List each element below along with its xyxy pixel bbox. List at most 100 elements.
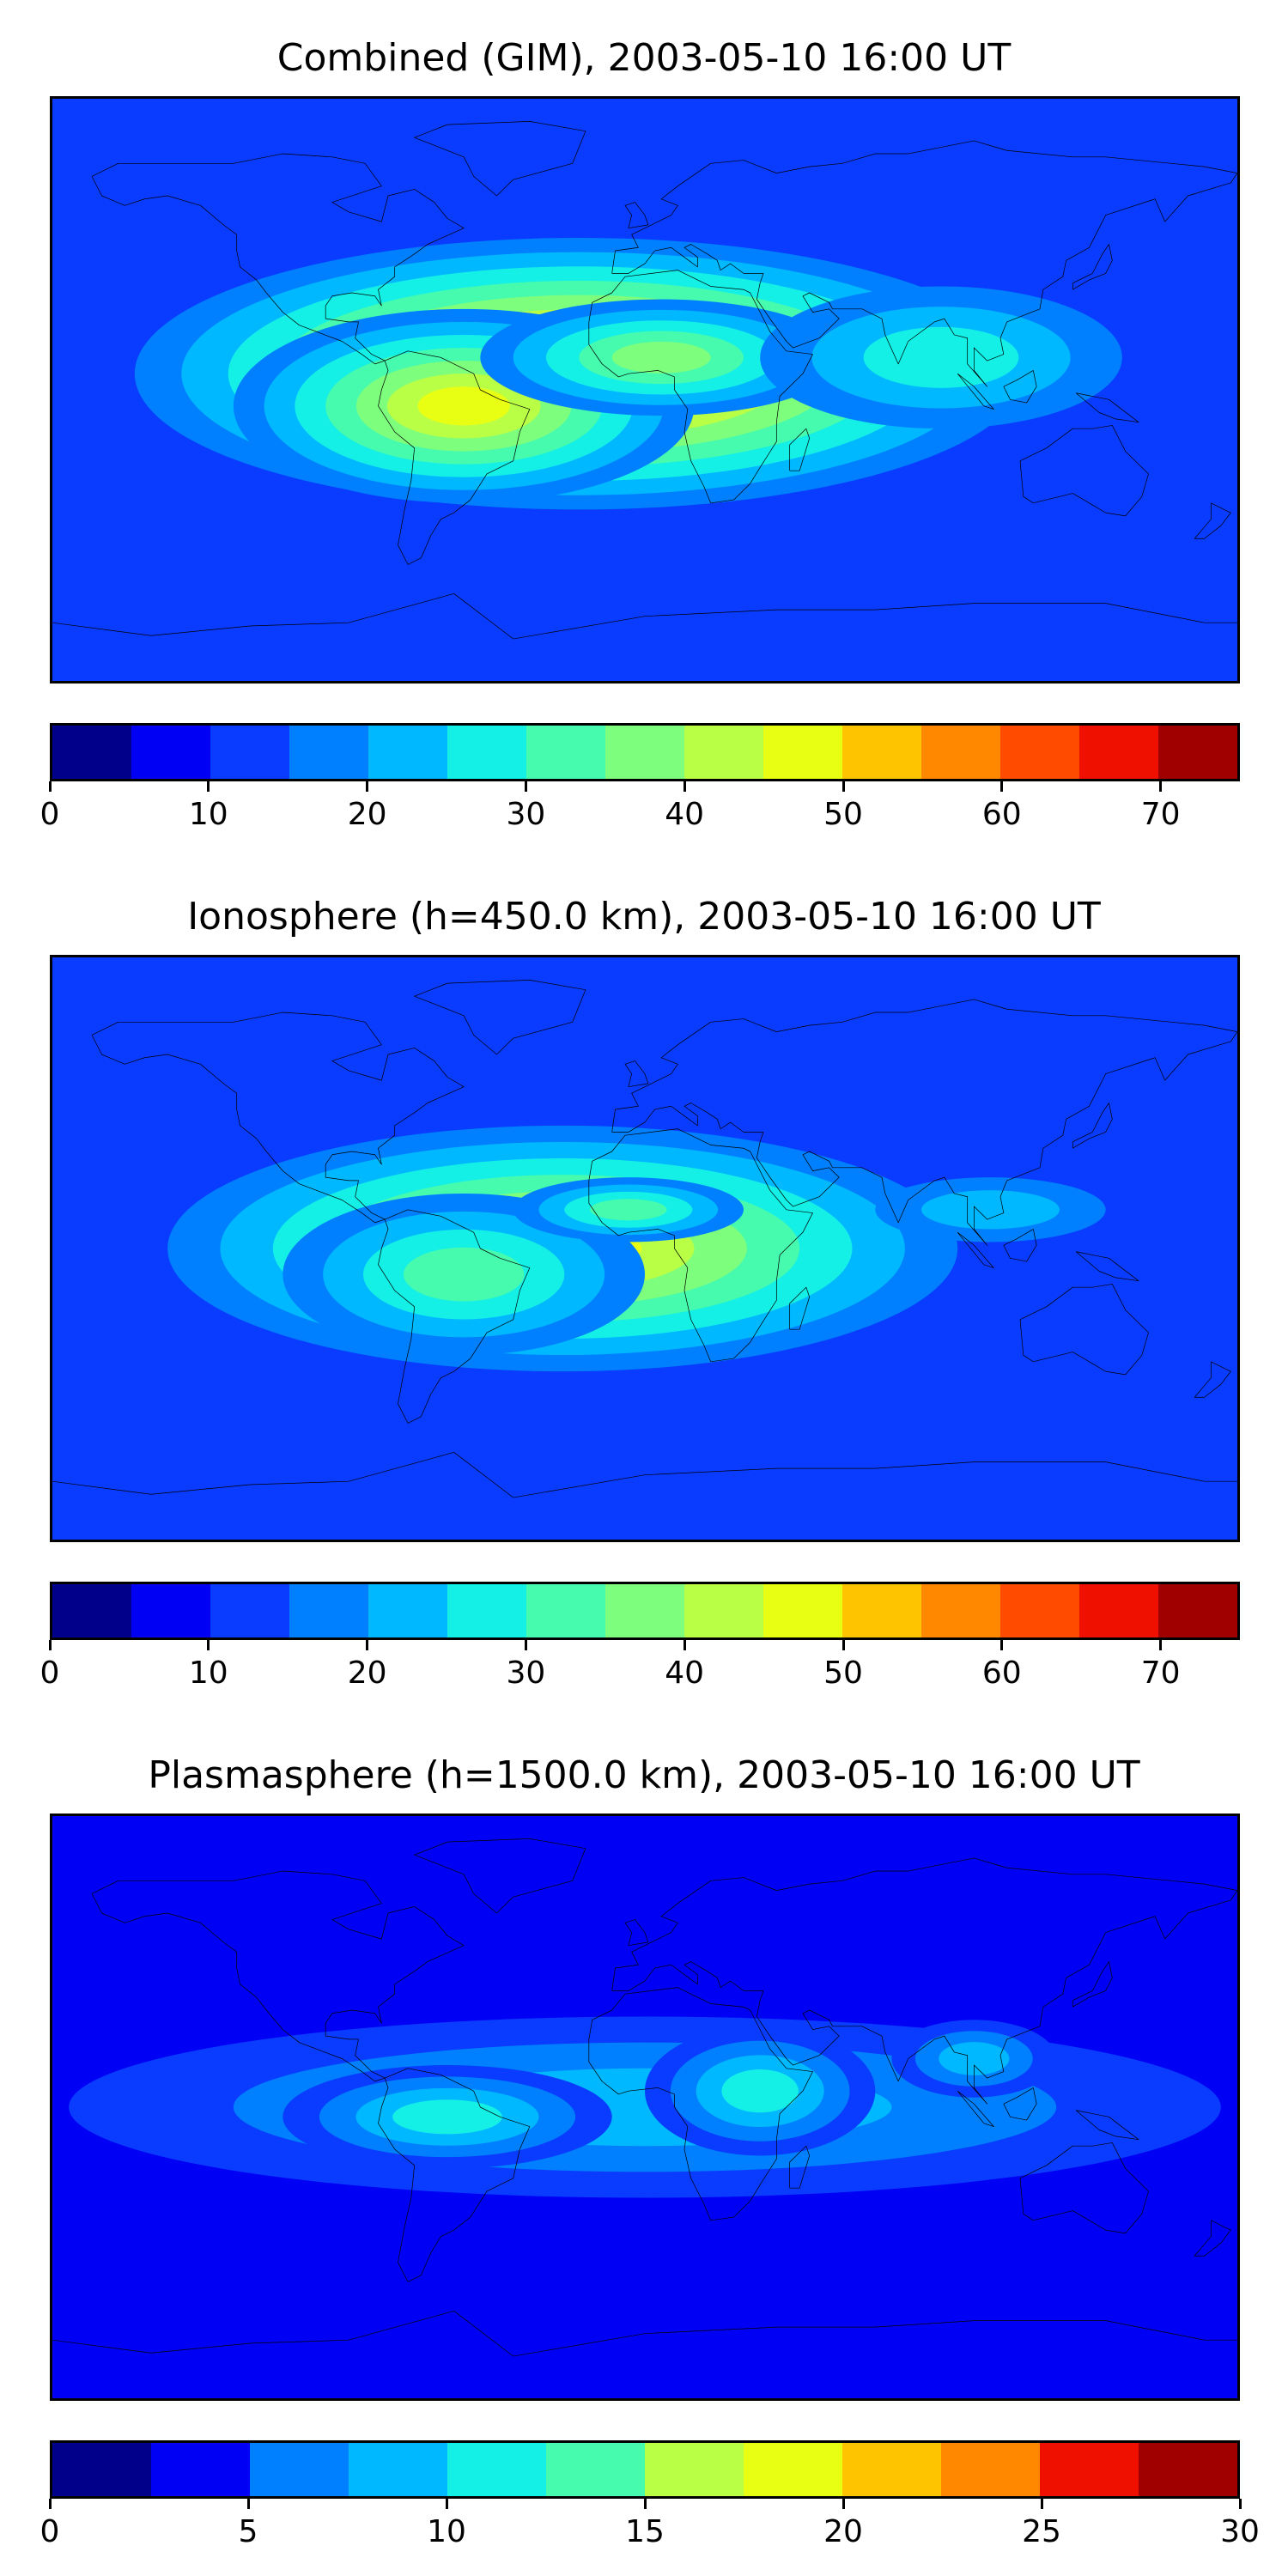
colorbar-segment: [842, 2443, 941, 2496]
colorbar-tick-label: 30: [506, 1656, 546, 1691]
panel-2-colorbar-ticks: 0 10 20 30 40 50 60 70: [40, 1640, 1240, 1692]
colorbar-segment: [684, 1584, 763, 1637]
colorbar-segment: [368, 1584, 447, 1637]
colorbar-tick: [445, 2499, 448, 2509]
coastline: [1004, 370, 1036, 403]
coastline: [379, 1210, 530, 1424]
colorbar-segment: [52, 2443, 151, 2496]
coastline: [612, 141, 1237, 386]
coastline: [625, 1920, 648, 1946]
coastline: [957, 1232, 993, 1267]
colorbar-tick: [643, 2499, 647, 2509]
coastline: [612, 999, 1237, 1245]
contour-fill: [611, 341, 711, 374]
colorbar-segment: [447, 726, 526, 779]
colorbar-tick: [246, 2499, 250, 2509]
coastline: [1194, 2221, 1230, 2256]
colorbar-tick-label: 10: [188, 1656, 228, 1691]
colorbar-segment: [210, 726, 289, 779]
coastline: [612, 1858, 1237, 2104]
colorbar-tick-label: 40: [665, 1656, 705, 1691]
colorbar-tick: [524, 1640, 527, 1650]
colorbar-segment: [941, 2443, 1040, 2496]
coastline: [92, 154, 464, 364]
coastline: [415, 121, 586, 196]
colorbar-segment: [1158, 1584, 1237, 1637]
colorbar-tick: [366, 1640, 369, 1650]
coastline: [379, 351, 530, 565]
colorbar-segment: [546, 2443, 645, 2496]
colorbar-segment: [447, 2443, 546, 2496]
colorbar-tick-label: 60: [981, 1656, 1022, 1691]
colorbar-segment: [52, 726, 131, 779]
colorbar-tick-label: 20: [823, 2514, 863, 2549]
coastline: [1020, 1284, 1149, 1374]
colorbar-segment: [1079, 726, 1158, 779]
coastline: [1072, 1103, 1112, 1149]
coastline: [790, 1287, 810, 1329]
colorbar-tick-label: 0: [39, 2514, 60, 2549]
colorbar-segment: [289, 726, 368, 779]
colorbar-tick-label: 20: [347, 1656, 387, 1691]
colorbar-tick-label: 20: [347, 797, 387, 832]
coastline: [957, 374, 993, 409]
contour-fill: [939, 2042, 1010, 2075]
colorbar-segment: [842, 1584, 921, 1637]
panel-3-colorbar-ticks: 0 5 10 15 20 25 30: [40, 2499, 1260, 2550]
panel-3-map-svg: [52, 1816, 1237, 2398]
coastline: [1194, 1362, 1230, 1397]
panel-1-map: [50, 96, 1240, 683]
colorbar-tick-label: 25: [1022, 2514, 1061, 2549]
colorbar-segment: [763, 726, 842, 779]
colorbar-segment: [526, 1584, 605, 1637]
coastline: [589, 1988, 813, 2221]
coastline: [1072, 245, 1112, 290]
colorbar-tick-label: 10: [427, 2514, 466, 2549]
colorbar-segment: [921, 726, 1000, 779]
colorbar-tick-label: 50: [823, 1656, 863, 1691]
colorbar-tick-label: 15: [625, 2514, 665, 2549]
contour-fill: [721, 2069, 799, 2113]
colorbar-segment: [131, 726, 210, 779]
coastline: [957, 2091, 993, 2126]
colorbar-tick: [366, 781, 369, 792]
coastline: [1076, 1252, 1139, 1281]
coastline: [589, 270, 813, 503]
colorbar-segment: [210, 1584, 289, 1637]
colorbar-segment: [349, 2443, 447, 2496]
panel-2-map-svg: [52, 957, 1237, 1540]
colorbar-tick-label: 50: [823, 797, 863, 832]
colorbar-segment: [1158, 726, 1237, 779]
coastline: [52, 1452, 1237, 1498]
colorbar-tick-label: 0: [39, 797, 60, 832]
panel-1-map-svg: [52, 99, 1237, 681]
colorbar-tick-label: 60: [981, 797, 1022, 832]
contour-fill: [417, 386, 510, 426]
colorbar-tick: [1159, 1640, 1163, 1650]
coastline: [92, 1871, 464, 2081]
coastline: [1072, 1962, 1112, 2008]
colorbar-tick: [683, 1640, 686, 1650]
colorbar-tick: [48, 2499, 52, 2509]
colorbar-tick: [1000, 1640, 1004, 1650]
colorbar-tick-label: 40: [665, 797, 705, 832]
coastline: [1076, 393, 1139, 422]
colorbar-tick-label: 30: [1220, 2514, 1260, 2549]
colorbar-segment: [605, 1584, 684, 1637]
colorbar-segment: [151, 2443, 250, 2496]
colorbar-tick: [841, 1640, 845, 1650]
colorbar-tick: [1159, 781, 1163, 792]
panel-3-colorbar: [50, 2440, 1240, 2499]
colorbar-tick: [1238, 2499, 1242, 2509]
colorbar-tick: [841, 781, 845, 792]
coastline: [1194, 503, 1230, 538]
coastline: [625, 1061, 648, 1087]
colorbar-tick: [841, 2499, 845, 2509]
colorbar-segment: [1000, 1584, 1079, 1637]
coastline: [1004, 2087, 1036, 2120]
colorbar-tick-label: 30: [506, 797, 546, 832]
colorbar-tick: [48, 781, 52, 792]
colorbar-segment: [744, 2443, 842, 2496]
panel-1-title: Combined (GIM), 2003-05-10 16:00 UT: [276, 36, 1012, 80]
coastline: [625, 203, 648, 228]
